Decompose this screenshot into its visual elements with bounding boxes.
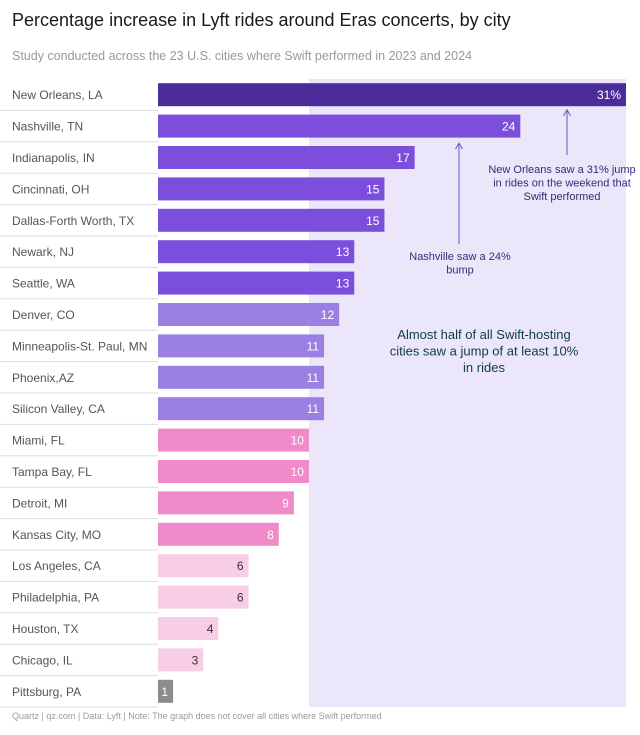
category-label: Nashville, TN	[12, 120, 83, 134]
new-orleans-annotation: New Orleans saw a 31% jump in rides on th…	[488, 164, 635, 203]
bar	[158, 271, 355, 295]
bar-row: Minneapolis-St. Paul, MN 11	[0, 334, 325, 363]
bar-row: Denver, CO 12	[0, 303, 340, 331]
category-label: Pittsburg, PA	[12, 685, 81, 699]
annotation-line: cities saw a jump of at least 10%	[390, 344, 579, 359]
value-label: 1	[161, 685, 168, 699]
bar-row: Pittsburg, PA 1	[0, 679, 174, 708]
category-label: Los Angeles, CA	[12, 559, 101, 573]
bar-row: Indianapolis, IN 17	[0, 146, 415, 174]
value-label: 4	[207, 622, 214, 636]
bar-row: Los Angeles, CA 6	[0, 554, 249, 582]
bar	[158, 648, 204, 672]
category-label: New Orleans, LA	[12, 88, 103, 102]
bar	[158, 397, 325, 421]
bar	[158, 460, 309, 483]
annotation-line: bump	[446, 265, 474, 277]
value-label: 15	[366, 182, 380, 196]
value-label: 10	[291, 465, 305, 479]
category-label: Dallas-Forth Worth, TX	[12, 214, 134, 228]
bar-row: Chicago, IL 3	[0, 648, 204, 677]
bar-row: Nashville, TN 24	[0, 114, 521, 143]
annotation-line: Almost half of all Swift-hosting	[397, 327, 570, 342]
category-label: Cincinnati, OH	[12, 182, 89, 196]
bar	[158, 679, 174, 703]
category-label: Indianapolis, IN	[12, 151, 95, 165]
bar-row: Tampa Bay, FL 10	[0, 460, 309, 488]
annotation-arrow	[455, 142, 463, 244]
value-label: 24	[502, 120, 516, 134]
category-label: Tampa Bay, FL	[12, 465, 92, 479]
bar-row: Miami, FL 10	[0, 428, 309, 457]
annotation-line: Swift performed	[523, 191, 600, 203]
category-label: Seattle, WA	[12, 277, 75, 291]
value-label: 11	[307, 402, 320, 416]
source-footer: Quartz | qz.com | Data: Lyft | Note: The…	[12, 711, 382, 721]
bar	[158, 617, 219, 640]
value-label: 3	[192, 653, 199, 667]
value-label: 9	[282, 496, 289, 510]
bar	[158, 491, 294, 515]
bar	[158, 522, 279, 546]
annotation-arrow	[563, 108, 571, 155]
value-label: 12	[321, 308, 335, 322]
category-label: Silicon Valley, CA	[12, 402, 105, 416]
annotation-line: New Orleans saw a 31% jump	[488, 164, 635, 176]
value-label: 17	[396, 151, 410, 165]
bar	[158, 83, 626, 107]
annotation-line: Nashville saw a 24%	[409, 251, 511, 263]
bar-row: Seattle, WA 13	[0, 271, 355, 300]
bar	[158, 240, 355, 264]
nashville-annotation: Nashville saw a 24% bump	[409, 251, 511, 277]
value-label: 6	[237, 559, 244, 573]
bar	[158, 177, 385, 201]
category-label: Detroit, MI	[12, 496, 67, 510]
category-label: Philadelphia, PA	[12, 591, 99, 605]
summary-callout: Almost half of all Swift-hosting cities s…	[390, 327, 579, 375]
bar	[158, 303, 340, 326]
category-label: Chicago, IL	[12, 653, 73, 667]
bar	[158, 428, 309, 452]
chart-title: Percentage increase in Lyft rides around…	[12, 10, 511, 30]
bar-row: Cincinnati, OH 15	[0, 177, 385, 206]
chart-subtitle: Study conducted across the 23 U.S. citie…	[12, 49, 472, 63]
value-label: 11	[307, 339, 320, 353]
value-label: 10	[291, 434, 305, 448]
value-label: 15	[366, 214, 380, 228]
bar-row: Houston, TX 4	[0, 617, 219, 645]
bar	[158, 208, 385, 232]
bar	[158, 146, 415, 169]
bar-row: Newark, NJ 13	[0, 240, 355, 268]
bar	[158, 554, 249, 578]
value-label: 13	[336, 245, 350, 259]
category-label: Houston, TX	[12, 622, 78, 636]
bar	[158, 334, 325, 358]
bar	[158, 114, 521, 138]
value-label: 8	[267, 528, 274, 542]
bar	[158, 585, 249, 609]
arrow-head	[563, 108, 571, 116]
annotation-line: in rides on the weekend that	[493, 178, 631, 190]
bar-row: Dallas-Forth Worth, TX 15	[0, 208, 385, 237]
category-label: Minneapolis-St. Paul, MN	[12, 339, 147, 353]
bar-row: Silicon Valley, CA 11	[0, 397, 325, 425]
category-label: Denver, CO	[12, 308, 75, 322]
bar-row: New Orleans, LA 31%	[0, 83, 626, 111]
bar	[158, 365, 325, 389]
value-label: 6	[237, 591, 244, 605]
category-label: Kansas City, MO	[12, 528, 101, 542]
value-label: 11	[307, 371, 320, 385]
bar-row: Kansas City, MO 8	[0, 522, 279, 551]
bar-row: Detroit, MI 9	[0, 491, 294, 520]
annotation-line: in rides	[463, 360, 505, 375]
bar-row: Phoenix,AZ 11	[0, 365, 325, 394]
value-label: 31%	[597, 88, 621, 102]
bar-row: Philadelphia, PA 6	[0, 585, 249, 614]
category-label: Miami, FL	[12, 434, 65, 448]
category-label: Phoenix,AZ	[12, 371, 74, 385]
category-label: Newark, NJ	[12, 245, 74, 259]
value-label: 13	[336, 277, 350, 291]
arrow-head	[455, 142, 463, 150]
